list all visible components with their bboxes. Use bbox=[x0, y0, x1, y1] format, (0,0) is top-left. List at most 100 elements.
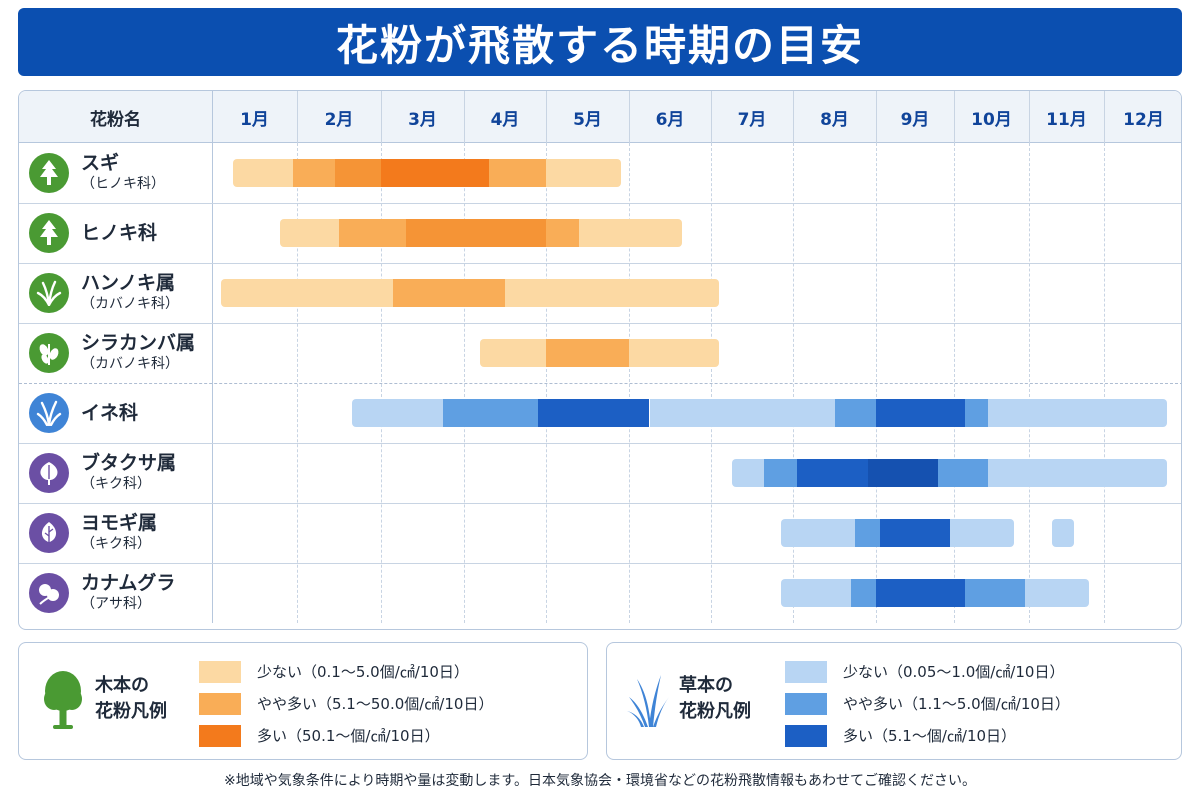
grass-legend-swatch-low bbox=[785, 661, 827, 683]
plant-family: （キク科） bbox=[81, 476, 151, 492]
month-divider bbox=[297, 91, 298, 143]
plant-name: イネ科 bbox=[81, 402, 139, 424]
row-divider bbox=[19, 203, 1181, 204]
tree-legend-title-line1: 木本の bbox=[95, 675, 149, 696]
pollen-bar-high bbox=[797, 459, 868, 487]
header-month-9: 9月 bbox=[900, 109, 930, 130]
pollen-bar-mid bbox=[764, 459, 798, 487]
tree-legend-swatch-low bbox=[199, 661, 241, 683]
row-label: ヨモギ属 （キク科） bbox=[29, 512, 158, 553]
header-month-2: 2月 bbox=[324, 109, 354, 130]
pollen-bar-low bbox=[649, 399, 835, 427]
header-month-3: 3月 bbox=[408, 109, 437, 130]
pollen-bar-low bbox=[351, 399, 444, 427]
plant-name: スギ bbox=[81, 152, 120, 174]
pollen-bar-high bbox=[876, 399, 966, 427]
grass-legend-swatch-mid bbox=[785, 693, 827, 715]
pollen-bar-low bbox=[480, 339, 546, 367]
grass-legend-title: 草本の 花粉凡例 bbox=[679, 673, 751, 725]
grass-legend-title-line2: 花粉凡例 bbox=[679, 701, 751, 722]
tree-legend-swatch-mid bbox=[199, 693, 241, 715]
pollen-bar-low bbox=[629, 339, 720, 367]
row-label: イネ科 bbox=[29, 393, 138, 433]
leafy-branch-icon bbox=[29, 333, 69, 373]
header-pollen-name: 花粉名 bbox=[90, 109, 141, 130]
conifer-icon bbox=[29, 153, 69, 193]
pollen-bar-low bbox=[780, 579, 852, 607]
grass-icon bbox=[29, 393, 69, 433]
grass-legend-label-low: 少ない（0.05〜1.0個/㎠/10日） bbox=[843, 663, 1065, 681]
grass-legend-swatch-high bbox=[785, 725, 827, 747]
row-divider bbox=[19, 443, 1181, 444]
pollen-bar-low bbox=[950, 519, 1014, 547]
header-month-6: 6月 bbox=[655, 109, 685, 130]
header-month-10: 10月 bbox=[971, 109, 1012, 130]
row-divider bbox=[19, 503, 1181, 504]
tree-legend: 木本の 花粉凡例 少ない（0.1〜5.0個/㎠/10日） やや多い（5.1〜50… bbox=[18, 642, 588, 760]
tree-legend-title-line2: 花粉凡例 bbox=[95, 701, 167, 722]
pollen-bar-mid bbox=[339, 219, 406, 247]
ragweed-leaf-icon bbox=[29, 453, 69, 493]
month-divider bbox=[1029, 91, 1030, 143]
pollen-bar-low bbox=[546, 159, 621, 187]
month-divider bbox=[954, 91, 955, 143]
tree-legend-swatch-high bbox=[199, 725, 241, 747]
pollen-bar-low bbox=[1025, 579, 1089, 607]
header-month-5: 5月 bbox=[573, 109, 602, 130]
pollen-bar-low bbox=[987, 459, 1168, 487]
pollen-bar-high-lite bbox=[405, 219, 546, 247]
header-month-12: 12月 bbox=[1123, 109, 1164, 130]
pollen-bar-mid bbox=[393, 279, 505, 307]
pollen-bar-mid bbox=[488, 159, 546, 187]
row-label: ヒノキ科 bbox=[29, 213, 157, 253]
row-divider bbox=[19, 323, 1181, 324]
plant-name: ブタクサ属 bbox=[81, 452, 177, 474]
grass-legend-icon bbox=[627, 675, 669, 727]
pollen-bar-high bbox=[879, 519, 951, 547]
month-divider bbox=[381, 91, 382, 143]
grass-tuft-icon bbox=[29, 273, 69, 313]
pollen-bar-low bbox=[280, 219, 339, 247]
tree-legend-title: 木本の 花粉凡例 bbox=[95, 673, 167, 725]
plant-name: シラカンバ属 bbox=[81, 332, 196, 354]
plant-name: ヨモギ属 bbox=[81, 512, 158, 534]
plant-family: （アサ科） bbox=[81, 596, 151, 612]
title-banner: 花粉が飛散する時期の目安 bbox=[18, 8, 1182, 76]
tree-legend-label-low: 少ない（0.1〜5.0個/㎠/10日） bbox=[257, 663, 469, 681]
grass-legend: 草本の 花粉凡例 少ない（0.05〜1.0個/㎠/10日） やや多い（1.1〜5… bbox=[606, 642, 1182, 760]
pollen-bar-low bbox=[233, 159, 293, 187]
pollen-bar-low bbox=[987, 399, 1168, 427]
tree-icon bbox=[44, 671, 82, 729]
row-divider bbox=[19, 563, 1181, 564]
table-header-row: 花粉名 1月 2月 3月 4月 5月 6月 7月 8月 9月 10月 11月 12月 bbox=[19, 91, 1181, 143]
header-month-11: 11月 bbox=[1046, 109, 1087, 130]
row-label: ハンノキ属 （カバノキ科） bbox=[29, 272, 179, 313]
grass-legend-label-mid: やや多い（1.1〜5.0個/㎠/10日） bbox=[843, 695, 1070, 713]
month-divider bbox=[546, 91, 547, 143]
month-divider bbox=[793, 91, 794, 143]
month-divider bbox=[629, 91, 630, 143]
header-month-4: 4月 bbox=[490, 109, 520, 130]
pollen-bar-mid bbox=[965, 579, 1026, 607]
pollen-bar-low bbox=[505, 279, 720, 307]
plant-name: カナムグラ bbox=[81, 572, 176, 594]
plant-family: （カバノキ科） bbox=[81, 296, 179, 312]
plant-family: （ヒノキ科） bbox=[81, 176, 165, 192]
pollen-bar-mid bbox=[292, 159, 335, 187]
month-divider bbox=[464, 91, 465, 143]
row-label: カナムグラ （アサ科） bbox=[29, 572, 176, 613]
page-title: 花粉が飛散する時期の目安 bbox=[335, 20, 864, 70]
grass-legend-label-high: 多い（5.1〜個/㎠/10日） bbox=[843, 727, 1017, 745]
pollen-calendar-table: 花粉名 1月 2月 3月 4月 5月 6月 7月 8月 9月 10月 11月 12月 スギ （ヒノキ科） ヒ… bbox=[18, 90, 1182, 630]
header-month-1: 1月 bbox=[240, 109, 269, 130]
month-divider bbox=[876, 91, 877, 143]
pollen-bar-high bbox=[537, 399, 650, 427]
plant-name: ハンノキ属 bbox=[81, 272, 176, 294]
mugwort-leaf-icon bbox=[29, 513, 69, 553]
pollen-bar-mid bbox=[938, 459, 988, 487]
pollen-bar-low bbox=[731, 459, 765, 487]
pollen-bar-mid bbox=[855, 519, 880, 547]
row-label: ブタクサ属 （キク科） bbox=[29, 452, 177, 493]
pollen-bar-low bbox=[220, 279, 394, 307]
pollen-bar-high bbox=[876, 579, 966, 607]
